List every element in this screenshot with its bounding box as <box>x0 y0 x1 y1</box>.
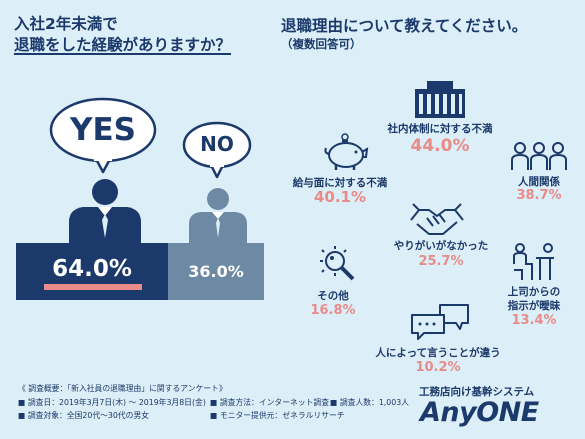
survey-target: ■ 調査対象：全国20代～30代の男女 <box>18 411 150 420</box>
yes-percent-underline <box>44 284 142 290</box>
reason-label-6-line1: 上司からの <box>507 286 561 298</box>
reason-percent-3: 38.7% <box>516 188 562 203</box>
right-subtitle: （複数回答可） <box>281 37 362 51</box>
reason-percent-5: 16.8% <box>310 303 356 318</box>
left-question-line1: 入社2年未満で <box>14 15 118 33</box>
building-icon <box>415 81 465 118</box>
yes-percent: 64.0% <box>52 256 132 282</box>
reason-label-2: 給与面に対する不満 <box>292 177 388 189</box>
no-speech-bubble <box>182 121 252 179</box>
meeting-icon <box>513 243 554 280</box>
survey-method: ■ 調査方法：インターネット調査 <box>210 398 329 407</box>
left-question: 入社2年未満で 退職をした経験がありますか？ <box>14 14 231 56</box>
reason-label-4: やりがいがなかった <box>393 240 489 252</box>
reason-percent-1: 44.0% <box>410 136 470 156</box>
yes-label: YES <box>70 112 136 148</box>
survey-period: ■ 調査日：2019年3月7日(木) ～ 2019年3月8日(金) <box>18 398 206 407</box>
no-label: NO <box>200 132 234 156</box>
survey-provider: ■ モニター提供元：ゼネラルリサーチ <box>210 411 345 420</box>
survey-overview-title: 《 調査概要：「新入社員の退職理由」に関するアンケート》 <box>18 384 227 393</box>
no-bar <box>168 243 264 300</box>
magnifier-icon <box>320 246 355 281</box>
reason-label-1: 社内体制に対する不満 <box>387 123 493 135</box>
yes-speech-bubble <box>49 97 157 174</box>
left-question-line2: 退職をした経験がありますか？ <box>14 36 232 54</box>
no-percent: 36.0% <box>188 262 244 281</box>
reason-percent-2: 40.1% <box>313 188 367 206</box>
right-title: 退職理由について教えてください。 <box>281 17 528 35</box>
reason-percent-6: 13.4% <box>511 313 557 328</box>
yes-bar <box>16 243 168 300</box>
reason-label-5: その他 <box>317 290 349 302</box>
people-icon <box>511 142 567 170</box>
reason-label-3: 人間関係 <box>518 176 560 188</box>
survey-count: ■ 調査人数：1,003人 <box>330 398 409 407</box>
reason-percent-7: 10.2% <box>415 360 461 375</box>
handshake-icon <box>410 203 464 235</box>
businessman-navy-icon <box>69 179 141 244</box>
reason-label-6-line2: 指示が曖昧 <box>507 300 561 312</box>
piggy-bank-icon <box>324 133 369 170</box>
speech-bubbles-icon <box>411 304 469 340</box>
reason-label-7: 人によって言うことが違う <box>375 347 501 359</box>
brand-logo: AnyONE <box>420 397 539 428</box>
reason-percent-4: 25.7% <box>418 254 464 269</box>
businessman-slate-icon <box>189 188 247 244</box>
brand-tagline: 工務店向け基幹システム <box>419 386 535 398</box>
